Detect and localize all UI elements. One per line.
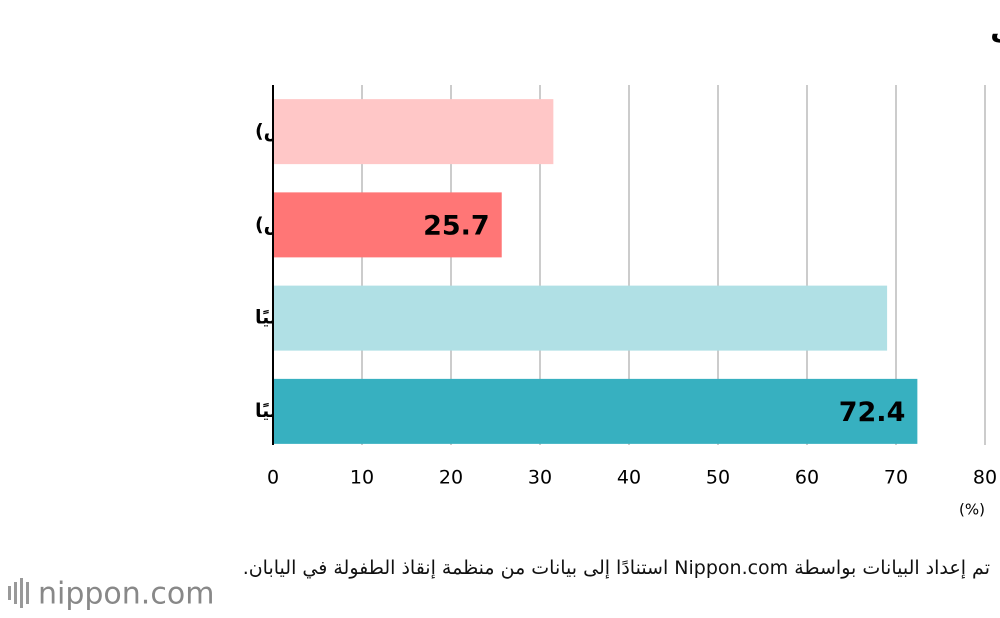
x-tick-label: 10 — [350, 467, 374, 489]
x-tick-label: 50 — [706, 467, 730, 489]
x-tick-label: 60 — [795, 467, 819, 489]
bar — [273, 192, 502, 258]
x-tick-label: 0 — [267, 467, 279, 489]
logo: nippon.com — [38, 577, 214, 612]
logo-icon — [8, 578, 29, 608]
x-tick-label: 70 — [884, 467, 908, 489]
x-tick-label: 20 — [439, 467, 463, 489]
x-axis-label: (%) — [959, 501, 985, 519]
data-label: 25.7 — [423, 210, 490, 241]
x-tick-label: 40 — [617, 467, 641, 489]
x-tick-label: 80 — [973, 467, 997, 489]
data-label: 72.4 — [839, 397, 906, 428]
source-note: تم إعداد البيانات بواسطة Nippon.com استن… — [242, 557, 990, 579]
chart-title: دعم تعزيز نظام الإعانات للآباء والأمهات … — [990, 9, 1000, 45]
bar — [273, 378, 918, 444]
x-tick-label: 30 — [528, 467, 552, 489]
bar — [273, 285, 888, 351]
bar — [273, 99, 554, 165]
